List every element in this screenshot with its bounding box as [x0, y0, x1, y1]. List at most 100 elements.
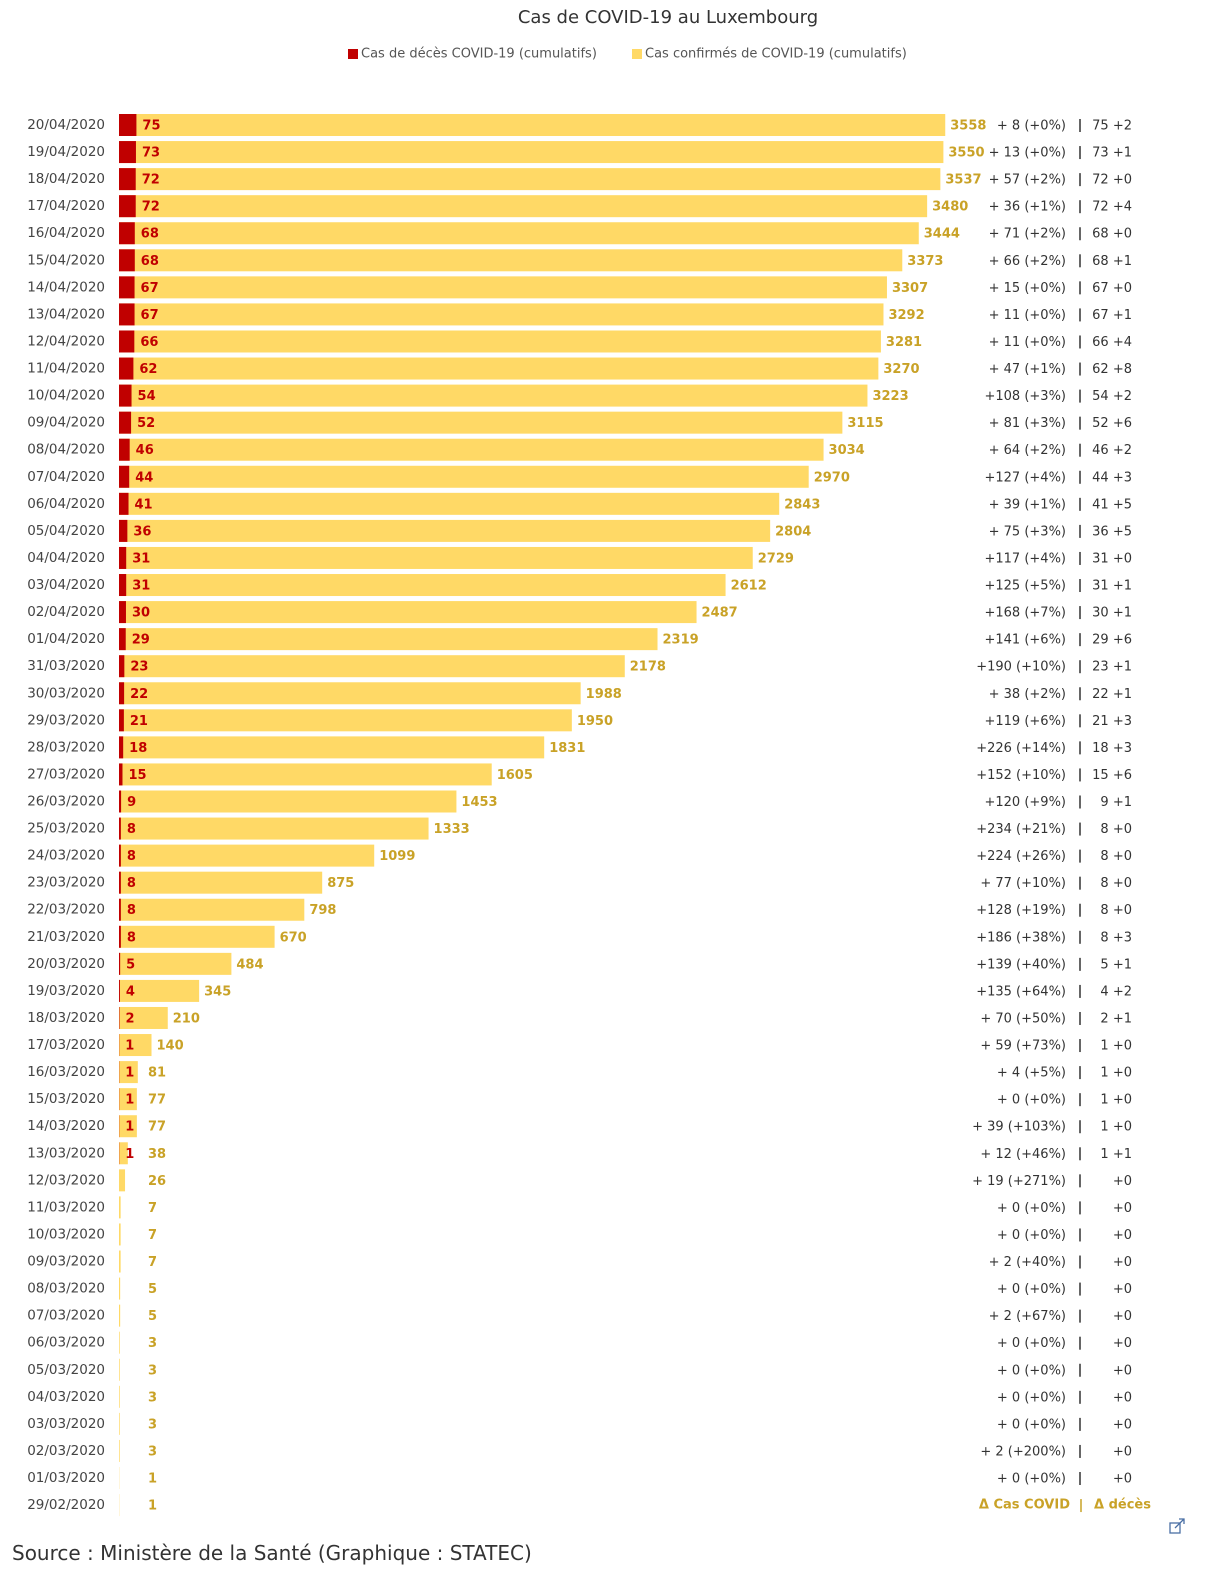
bar [119, 168, 136, 191]
y-tick-label: 14/04/2020 [27, 279, 105, 295]
data-label: 67 [141, 308, 159, 323]
data-label: 3223 [872, 389, 908, 404]
data-label: 2319 [663, 633, 699, 648]
bar [119, 871, 121, 894]
data-label: 54 [138, 389, 156, 404]
legend-swatch [348, 49, 358, 59]
death-change: 73 +1 [1092, 146, 1132, 161]
death-change: 72 +4 [1092, 200, 1132, 215]
data-label: 3537 [945, 173, 981, 188]
bar [119, 682, 581, 705]
case-change: + 11 (+0%) [989, 335, 1066, 350]
bar [119, 195, 928, 218]
death-change: 2 +1 [1100, 1011, 1132, 1026]
death-change: 8 +3 [1100, 930, 1132, 945]
case-change: + 12 (+46%) [980, 1147, 1066, 1162]
external-link-icon[interactable] [1169, 1518, 1185, 1534]
y-tick-label: 30/03/2020 [27, 685, 105, 701]
data-label: 1 [148, 1472, 157, 1487]
death-change: 66 +4 [1092, 335, 1132, 350]
bar [119, 114, 946, 136]
data-label: 38 [148, 1147, 166, 1162]
data-label: 31 [132, 551, 150, 566]
bar [119, 952, 121, 975]
death-change: 8 +0 [1100, 903, 1132, 918]
case-change: +127 (+4%) [985, 470, 1067, 485]
y-tick-label: 18/03/2020 [27, 1010, 105, 1026]
y-tick-label: 07/03/2020 [27, 1308, 105, 1324]
data-label: 21 [130, 714, 148, 729]
y-tick-label: 26/03/2020 [27, 794, 105, 810]
case-change: + 4 (+5%) [997, 1066, 1066, 1081]
data-label: 1988 [586, 687, 622, 702]
case-change: + 13 (+0%) [989, 146, 1066, 161]
death-change: 5 +1 [1100, 957, 1132, 972]
death-change: 44 +3 [1092, 470, 1132, 485]
case-change: +139 (+40%) [976, 957, 1066, 972]
death-change: 8 +0 [1100, 822, 1132, 837]
y-tick-label: 02/04/2020 [27, 604, 105, 620]
death-change: 1 +1 [1100, 1147, 1132, 1162]
data-label: 3 [148, 1417, 157, 1432]
data-label: 798 [309, 903, 336, 918]
data-label: 3 [148, 1390, 157, 1405]
y-tick-label: 12/04/2020 [27, 333, 105, 349]
data-label: 3307 [892, 281, 928, 296]
y-tick-label: 25/03/2020 [27, 821, 105, 837]
death-change: +0 [1113, 1201, 1132, 1216]
data-label: 670 [280, 930, 307, 945]
case-change: + 39 (+103%) [972, 1120, 1066, 1135]
bar [119, 1115, 137, 1138]
death-change: 8 +0 [1100, 876, 1132, 891]
death-change: +0 [1113, 1282, 1132, 1297]
death-change: 75 +2 [1092, 119, 1132, 134]
bar [119, 682, 125, 705]
death-change: 1 +0 [1100, 1120, 1132, 1135]
bar [119, 1169, 126, 1192]
bar [119, 222, 135, 245]
data-label: 2970 [814, 470, 850, 485]
data-label: 7 [148, 1255, 157, 1270]
data-label: 7 [148, 1228, 157, 1243]
bar [119, 655, 125, 678]
bar [119, 736, 124, 759]
y-tick-label: 08/04/2020 [27, 442, 105, 458]
bar [119, 1088, 137, 1111]
data-label: 1099 [379, 849, 415, 864]
data-label: 46 [136, 443, 154, 458]
case-change: + 75 (+3%) [989, 524, 1066, 539]
case-change: + 2 (+67%) [989, 1309, 1066, 1324]
death-change: 9 +1 [1100, 795, 1132, 810]
death-change: +0 [1113, 1309, 1132, 1324]
case-change: + 15 (+0%) [989, 281, 1066, 296]
bar [119, 411, 843, 434]
bar [119, 1331, 120, 1354]
data-label: 3 [148, 1336, 157, 1351]
legend-swatch [632, 49, 642, 59]
y-tick-label: 11/04/2020 [27, 361, 105, 377]
bar [119, 1250, 121, 1273]
death-change: +0 [1113, 1472, 1132, 1487]
bar [119, 898, 121, 921]
death-change: +0 [1113, 1255, 1132, 1270]
bar [119, 844, 121, 867]
bar [119, 925, 275, 948]
data-label: 875 [327, 876, 354, 891]
bar [119, 1142, 128, 1165]
data-label: 1333 [434, 822, 470, 837]
death-change: +0 [1113, 1390, 1132, 1405]
case-change: +119 (+6%) [985, 714, 1067, 729]
bar [119, 1358, 120, 1381]
y-tick-label: 16/04/2020 [27, 225, 105, 241]
y-tick-label: 23/03/2020 [27, 875, 105, 891]
data-label: 210 [173, 1011, 200, 1026]
death-change: 8 +0 [1100, 849, 1132, 864]
data-label: 52 [137, 416, 155, 431]
bar [119, 763, 492, 786]
y-tick-label: 09/03/2020 [27, 1254, 105, 1270]
bar [119, 519, 128, 542]
data-label: 77 [148, 1093, 166, 1108]
bar [119, 628, 126, 651]
bar [119, 1006, 168, 1029]
data-label: 26 [148, 1174, 166, 1189]
